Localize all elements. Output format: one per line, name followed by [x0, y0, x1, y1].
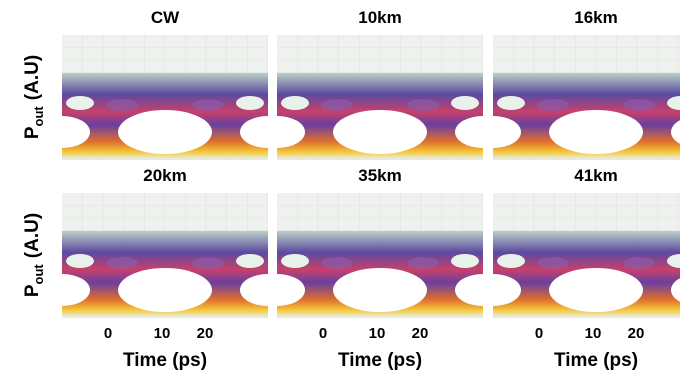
- eye-image: [277, 193, 483, 318]
- panel-title: 35km: [358, 166, 401, 185]
- eye-diagram: [277, 193, 483, 318]
- x-axis-label: Time (ps): [338, 350, 422, 371]
- eye-diagram: [277, 35, 483, 160]
- eye-diagram: [62, 193, 268, 318]
- x-tick-label: 10: [585, 325, 602, 342]
- y-axis-label: Pout (A.U): [22, 55, 46, 139]
- x-tick-label: 20: [628, 325, 645, 342]
- x-tick-label: 0: [319, 325, 327, 342]
- y-label-part: (A.U): [22, 55, 43, 100]
- x-tick-label: 20: [197, 325, 214, 342]
- panel-title: 41km: [574, 166, 617, 185]
- eye-diagram: [493, 35, 680, 160]
- eye-image: [277, 35, 483, 160]
- eye-diagram: [62, 35, 268, 160]
- eye-image: [493, 193, 680, 318]
- panel-title: 20km: [143, 166, 186, 185]
- eye-image: [62, 193, 268, 318]
- x-tick-label: 0: [104, 325, 112, 342]
- x-tick-label: 10: [369, 325, 386, 342]
- eye-diagram: [493, 193, 680, 318]
- x-axis-label: Time (ps): [554, 350, 638, 371]
- eye-image: [62, 35, 268, 160]
- y-axis-label: Pout (A.U): [22, 213, 46, 297]
- x-tick-label: 20: [412, 325, 429, 342]
- y-label-part: out: [31, 264, 46, 285]
- eye-image: [493, 35, 680, 160]
- y-label-part: (A.U): [22, 213, 43, 258]
- x-tick-label: 10: [154, 325, 171, 342]
- y-label-part: out: [31, 106, 46, 127]
- y-label-part: P: [22, 284, 43, 297]
- panel-title: 16km: [574, 8, 617, 27]
- x-axis-label: Time (ps): [123, 350, 207, 371]
- x-tick-label: 0: [535, 325, 543, 342]
- panel-title: 10km: [358, 8, 401, 27]
- panel-title: CW: [151, 8, 180, 27]
- y-label-part: P: [22, 126, 43, 139]
